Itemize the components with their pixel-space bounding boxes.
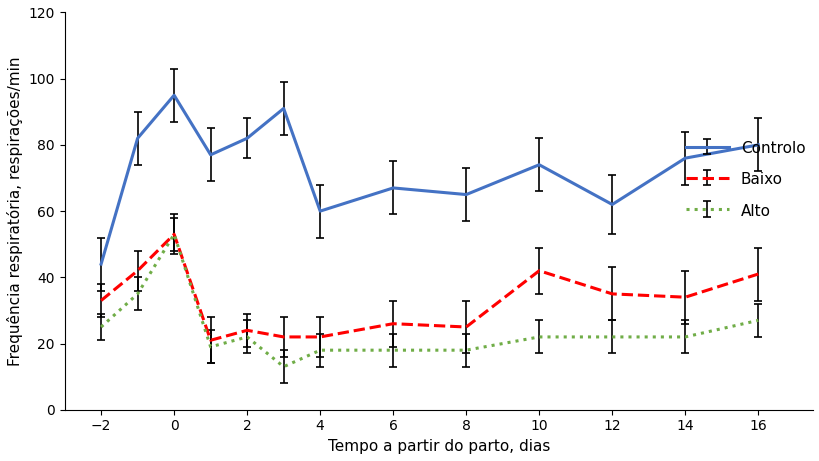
Legend: Controlo, Baixo, Alto: Controlo, Baixo, Alto bbox=[685, 140, 804, 219]
X-axis label: Tempo a partir do parto, dias: Tempo a partir do parto, dias bbox=[328, 439, 550, 454]
Y-axis label: Frequência respiratória, respirações/min: Frequência respiratória, respirações/min bbox=[7, 56, 23, 366]
